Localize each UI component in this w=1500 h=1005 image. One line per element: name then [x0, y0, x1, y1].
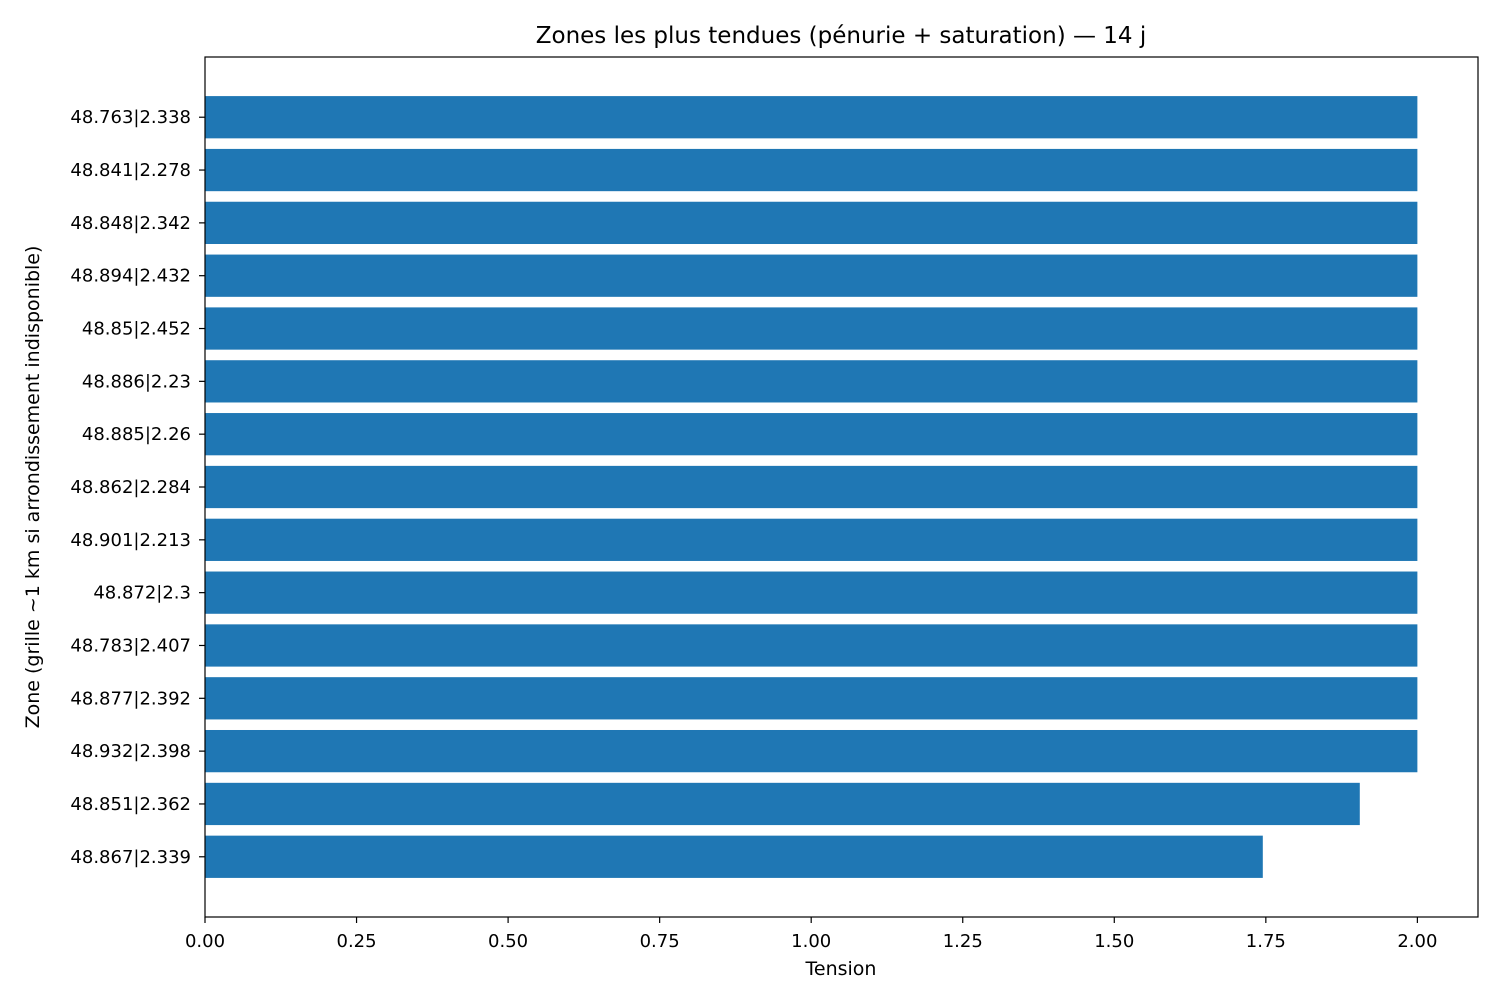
bar — [205, 518, 1418, 561]
y-tick-label: 48.872|2.3 — [93, 583, 191, 604]
y-tick-label: 48.932|2.398 — [70, 741, 191, 762]
y-tick-label: 48.885|2.26 — [82, 424, 191, 445]
y-tick-label: 48.763|2.338 — [70, 107, 191, 128]
bar — [205, 96, 1418, 139]
bar — [205, 307, 1418, 350]
bar — [205, 413, 1418, 456]
x-tick-label: 0.50 — [488, 931, 528, 952]
bar — [205, 465, 1418, 509]
bars-group — [205, 96, 1418, 878]
bar — [205, 571, 1418, 614]
y-tick-label: 48.901|2.213 — [70, 530, 191, 551]
bar — [205, 677, 1418, 720]
bar — [205, 201, 1418, 245]
x-tick-label: 1.00 — [791, 931, 831, 952]
y-tick-label: 48.886|2.23 — [82, 371, 191, 392]
y-tick-label: 48.848|2.342 — [70, 213, 191, 234]
y-tick-label: 48.867|2.339 — [70, 847, 191, 868]
y-axis-label: Zone (grille ~1 km si arrondissement ind… — [22, 246, 44, 729]
x-tick-label: 1.75 — [1246, 931, 1286, 952]
x-tick-label: 0.00 — [185, 931, 225, 952]
bar — [205, 782, 1360, 826]
x-tick-label: 2.00 — [1397, 931, 1437, 952]
y-tick-label: 48.85|2.452 — [82, 319, 191, 340]
chart-title: Zones les plus tendues (pénurie + satura… — [536, 23, 1147, 49]
bar — [205, 835, 1263, 878]
y-tick-label: 48.851|2.362 — [70, 794, 191, 815]
x-tick-label: 1.50 — [1094, 931, 1134, 952]
y-tick-label: 48.841|2.278 — [70, 160, 191, 181]
y-axis-ticks: 48.763|2.338 48.841|2.278 48.848|2.342 48.8… — [70, 107, 205, 868]
x-tick-label: 1.25 — [943, 931, 983, 952]
bar — [205, 254, 1418, 297]
x-axis-label: Tension — [805, 958, 877, 980]
plot-frame — [204, 56, 1479, 918]
y-tick-label: 48.894|2.432 — [70, 266, 191, 287]
bar — [205, 148, 1418, 192]
y-tick-label: 48.862|2.284 — [70, 477, 191, 498]
y-tick-label: 48.783|2.407 — [70, 635, 191, 656]
bar — [205, 624, 1418, 667]
x-tick-label: 0.25 — [337, 931, 377, 952]
bar — [205, 360, 1418, 403]
y-tick-label: 48.877|2.392 — [70, 688, 191, 709]
x-axis-ticks: 0.00 0.25 0.50 0.75 1.00 1.25 1.50 1.75 2.00 — [185, 917, 1437, 952]
x-tick-label: 0.75 — [640, 931, 680, 952]
bar — [205, 729, 1418, 773]
